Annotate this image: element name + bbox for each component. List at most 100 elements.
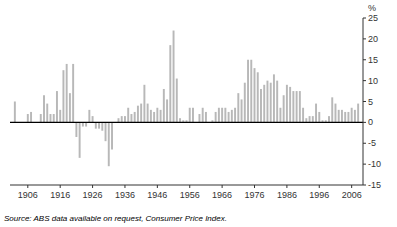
bar — [62, 70, 64, 122]
bar — [250, 60, 252, 123]
x-tick-label: 1936 — [115, 190, 135, 200]
y-tick-label: 25 — [368, 13, 378, 23]
x-tick-label: 1976 — [244, 190, 264, 200]
bar — [286, 85, 288, 123]
bar — [118, 118, 120, 122]
y-tick — [363, 38, 366, 39]
x-tick — [124, 185, 125, 188]
x-tick — [286, 185, 287, 188]
bar — [169, 45, 171, 122]
bar — [72, 64, 74, 122]
y-tick-label: -15 — [368, 180, 381, 190]
bar — [40, 114, 42, 122]
bar — [50, 114, 52, 122]
bar — [296, 91, 298, 122]
bar — [53, 114, 55, 122]
bar — [315, 104, 317, 123]
bar — [27, 114, 29, 122]
bar — [305, 118, 307, 122]
x-tick-label: 1956 — [180, 190, 200, 200]
bar — [312, 116, 314, 122]
bar — [215, 112, 217, 122]
bar — [198, 114, 200, 122]
y-tick — [363, 18, 366, 19]
chart: 1906191619261936194619561966197619861996… — [0, 0, 397, 227]
source-note: Source: ABS data available on request, C… — [4, 214, 227, 223]
bar — [218, 108, 220, 123]
bar — [140, 104, 142, 123]
bar — [130, 114, 132, 122]
y-tick — [363, 59, 366, 60]
bar — [189, 108, 191, 123]
bar — [85, 122, 87, 126]
bar — [92, 116, 94, 122]
bar — [354, 110, 356, 123]
bar — [279, 108, 281, 123]
bar — [66, 64, 68, 122]
bar — [14, 102, 16, 123]
x-tick — [222, 185, 223, 188]
x-tick-label: 1906 — [18, 190, 38, 200]
x-tick-label: 1986 — [277, 190, 297, 200]
y-tick — [363, 185, 366, 186]
bar — [231, 110, 233, 123]
bar — [318, 112, 320, 122]
bar — [124, 116, 126, 122]
bar — [338, 110, 340, 123]
bar — [283, 95, 285, 122]
bar — [150, 110, 152, 123]
bar — [289, 87, 291, 122]
y-tick — [363, 164, 366, 165]
x-axis-line — [10, 185, 363, 186]
bar — [341, 110, 343, 123]
bar — [79, 122, 81, 157]
bar — [137, 106, 139, 123]
x-tick — [319, 185, 320, 188]
bar — [121, 116, 123, 122]
bar — [179, 118, 181, 122]
x-tick-label: 1916 — [50, 190, 70, 200]
bar — [82, 122, 84, 126]
bar — [234, 108, 236, 123]
y-tick-label: 0 — [368, 117, 373, 127]
bar — [59, 110, 61, 123]
bar — [101, 122, 103, 130]
bar — [30, 112, 32, 122]
bar — [69, 93, 71, 122]
y-tick-label: 10 — [368, 76, 378, 86]
bar — [166, 99, 168, 122]
y-tick — [363, 80, 366, 81]
bar — [237, 93, 239, 122]
bar — [241, 99, 243, 122]
bar — [347, 112, 349, 122]
bar — [299, 91, 301, 122]
x-tick — [254, 185, 255, 188]
x-tick — [351, 185, 352, 188]
bar — [351, 108, 353, 123]
bar — [88, 110, 90, 123]
bar — [270, 83, 272, 123]
bar — [176, 79, 178, 123]
bars — [14, 31, 359, 167]
x-tick-label: 1996 — [309, 190, 329, 200]
bar — [143, 85, 145, 123]
bar — [224, 108, 226, 123]
bar — [134, 112, 136, 122]
bar — [163, 89, 165, 122]
bar — [156, 108, 158, 123]
x-tick — [27, 185, 28, 188]
bar — [228, 112, 230, 122]
bar — [98, 122, 100, 128]
bar — [357, 104, 359, 123]
bar — [263, 85, 265, 123]
x-tick — [189, 185, 190, 188]
x-tick — [92, 185, 93, 188]
bar — [344, 112, 346, 122]
y-tick-label: 20 — [368, 34, 378, 44]
x-tick-label: 1926 — [83, 190, 103, 200]
bar — [331, 97, 333, 122]
bar — [173, 31, 175, 123]
bar — [328, 116, 330, 122]
baseline — [10, 122, 363, 123]
x-tick — [157, 185, 158, 188]
